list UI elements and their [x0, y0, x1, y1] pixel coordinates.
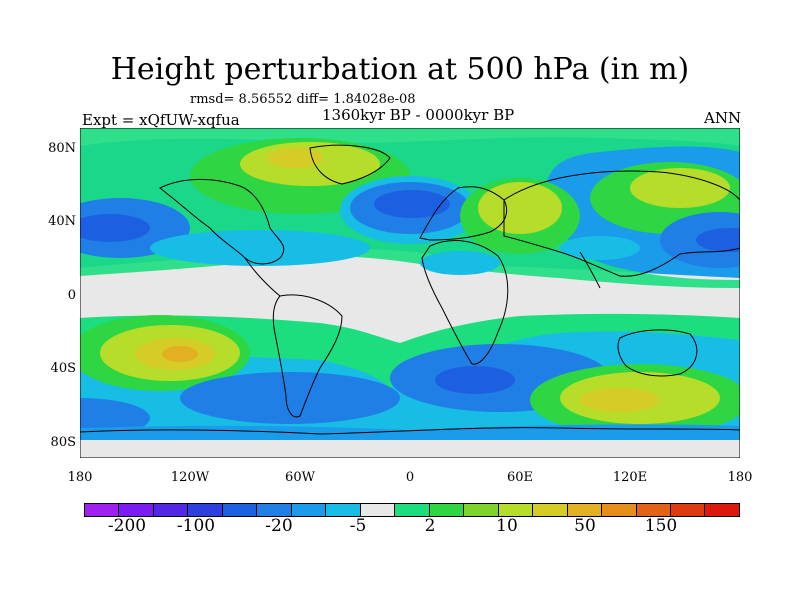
colorbar-label-150: 150 — [644, 516, 678, 536]
africa-outline — [421, 240, 509, 365]
colorbar-swatch-1 — [119, 504, 154, 516]
field-south-indian-olive — [580, 388, 660, 412]
field-midatlantic-cyan — [420, 251, 500, 275]
field-atlantic-deep — [374, 190, 450, 218]
continent-outlines — [80, 144, 740, 435]
field-pacific-east-deep — [696, 228, 740, 252]
asia-outline — [503, 170, 740, 277]
colorbar-label-50: 50 — [574, 516, 596, 536]
colorbar-swatch-10 — [429, 504, 465, 516]
lat-label-0: 0 — [67, 288, 76, 303]
lon-label-120w: 120W — [170, 470, 210, 485]
colorbar-label-neg5: -5 — [349, 516, 367, 536]
height-perturbation-map — [80, 128, 740, 458]
colorbar-swatch-13 — [533, 504, 568, 516]
colorbar-swatch-5 — [257, 504, 292, 516]
field-subtropic-cyan — [150, 230, 370, 266]
field-pacific-west-deep — [80, 214, 150, 242]
greenland-outline — [309, 144, 391, 185]
lon-label-60e: 60E — [506, 470, 534, 485]
central-america-outline — [244, 257, 281, 297]
colorbar-label-neg20: -20 — [265, 516, 293, 536]
lon-label-0: 0 — [405, 470, 415, 485]
colorbar-label-2: 2 — [424, 516, 436, 536]
lon-label-180w: 180 — [67, 470, 93, 485]
colorbar-swatch-12 — [498, 504, 534, 516]
colorbar-swatch-9 — [395, 504, 430, 516]
colorbar-swatch-17 — [670, 504, 706, 516]
australia-outline — [617, 329, 698, 377]
colorbar — [84, 503, 740, 517]
lon-label-120e: 120E — [612, 470, 648, 485]
colorbar-label-neg200: -200 — [107, 516, 147, 536]
colorbar-swatch-4 — [222, 504, 258, 516]
field-south-atlantic-deep — [435, 366, 515, 394]
field-south-pacific-blue — [180, 372, 400, 424]
colorbar-swatch-8 — [360, 504, 396, 516]
lon-label-180e: 180 — [727, 470, 753, 485]
season-label: ANN — [704, 109, 742, 127]
colorbar-swatch-15 — [602, 504, 637, 516]
colorbar-swatch-2 — [153, 504, 189, 516]
lat-label-80s: 80S — [50, 435, 76, 450]
period-label: 1360kyr BP - 0000kyr BP — [322, 106, 515, 124]
india-outline — [579, 251, 601, 289]
lat-label-80n: 80N — [48, 141, 76, 156]
colorbar-label-10: 10 — [496, 516, 518, 536]
map-title: Height perturbation at 500 hPa (in m) — [110, 52, 690, 87]
lat-label-40s: 40S — [50, 361, 76, 376]
lon-label-60w: 60W — [285, 470, 315, 485]
colorbar-swatch-3 — [188, 504, 223, 516]
south-america-outline — [272, 294, 343, 418]
experiment-label: Expt = xQfUW-xqfua — [82, 111, 240, 129]
stats-line: rmsd= 8.56552 diff= 1.84028e-08 — [190, 92, 416, 107]
field-asia-lime — [630, 168, 730, 208]
colorbar-swatch-0 — [85, 504, 120, 516]
colorbar-swatch-7 — [326, 504, 361, 516]
field-south-pacific-orange — [162, 346, 198, 362]
field-india-cyan — [560, 236, 640, 260]
colorbar-swatch-11 — [464, 504, 499, 516]
colorbar-swatch-16 — [636, 504, 671, 516]
colorbar-swatch-14 — [567, 504, 603, 516]
colorbar-swatch-18 — [705, 504, 739, 516]
antarctica-outline — [80, 427, 740, 435]
field-arctic-olive — [267, 148, 323, 168]
colorbar-swatch-6 — [291, 504, 327, 516]
field-polar-cap — [80, 440, 740, 458]
field-europe-lime — [478, 182, 562, 234]
north-america-outline — [159, 179, 285, 265]
lat-label-40n: 40N — [48, 214, 76, 229]
colorbar-label-neg100: -100 — [176, 516, 216, 536]
